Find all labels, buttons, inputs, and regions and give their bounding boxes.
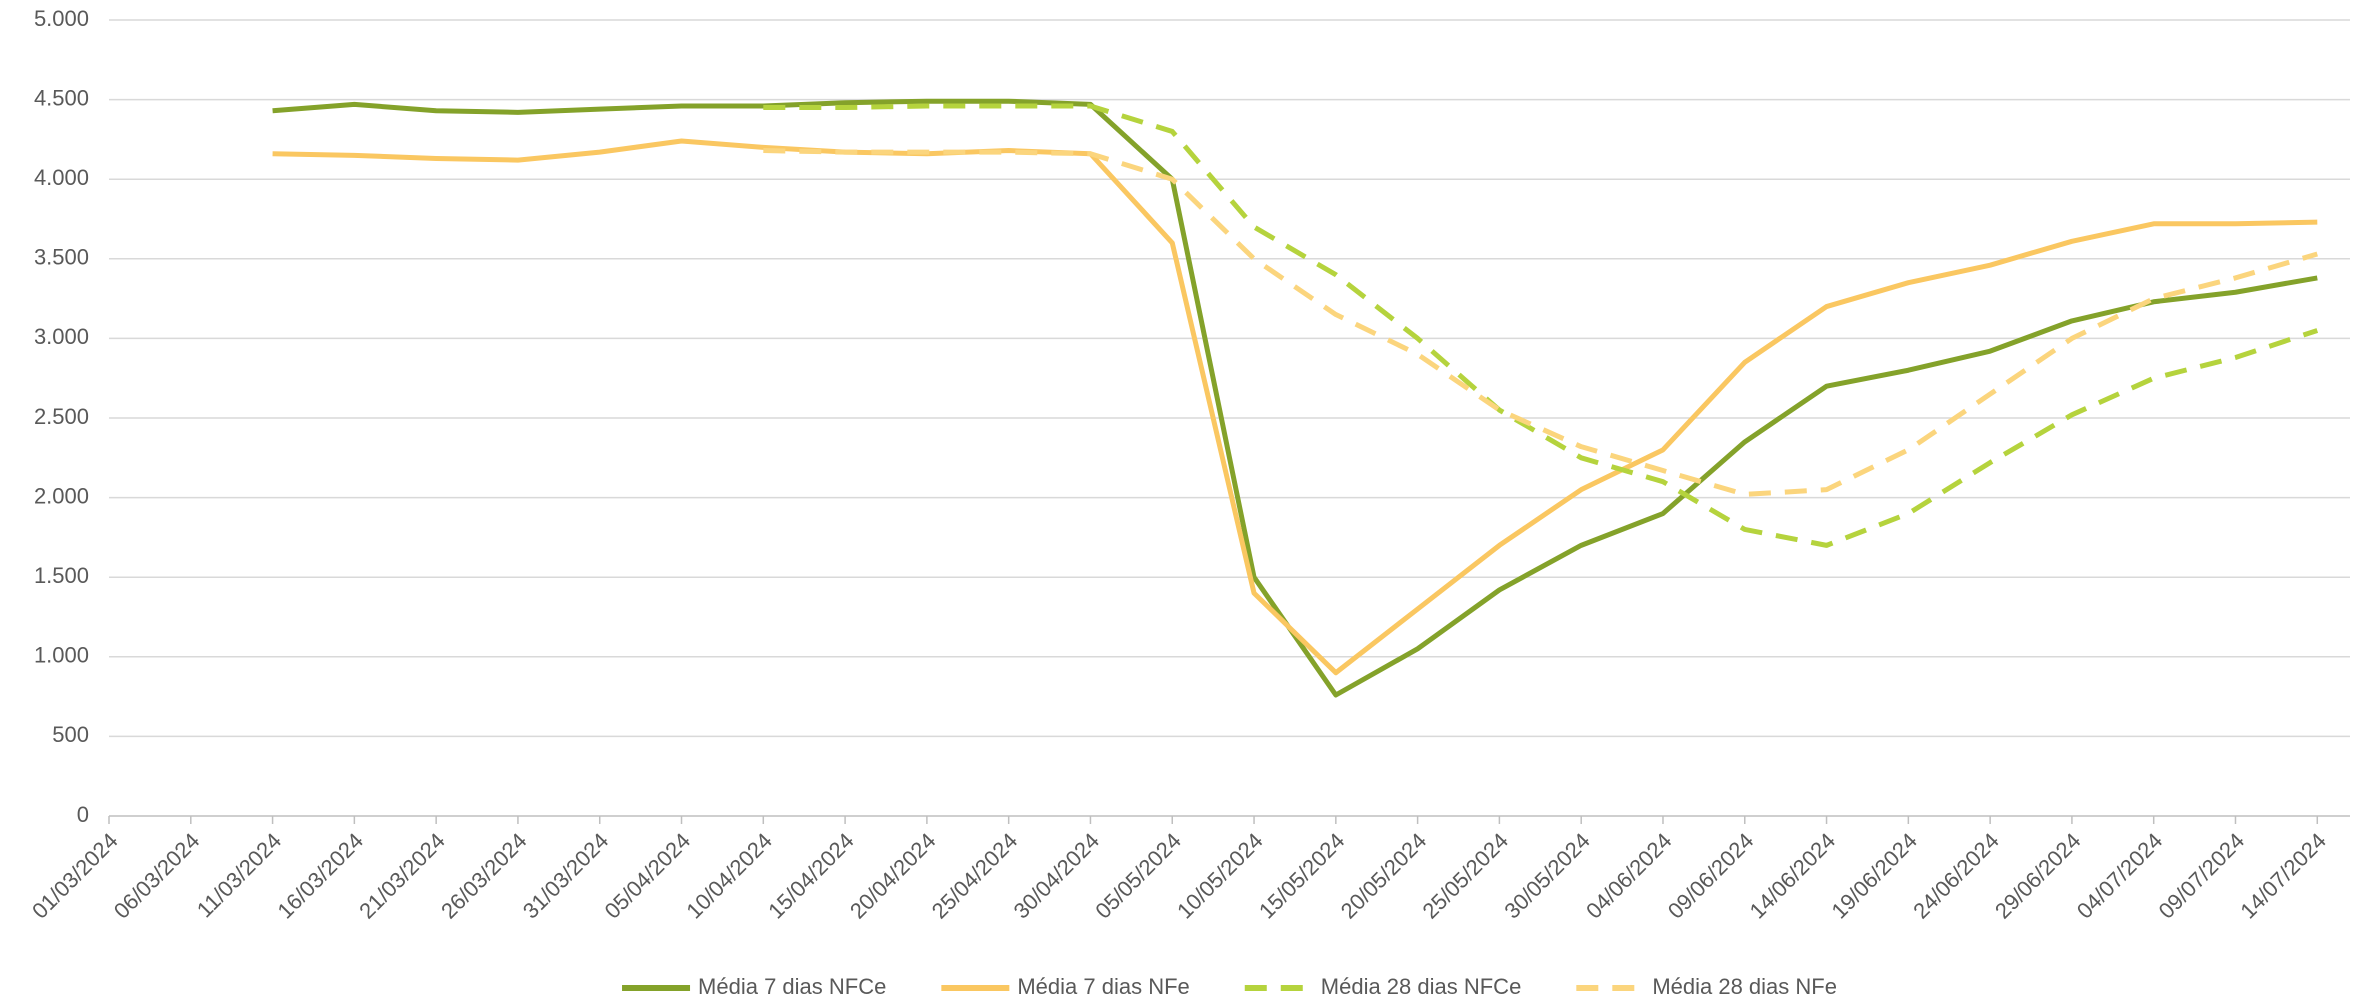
x-tick-label: 09/07/2024 bbox=[2154, 828, 2250, 924]
legend-label: Média 28 dias NFe bbox=[1652, 974, 1837, 999]
series-line bbox=[272, 138, 2318, 676]
series-line bbox=[763, 148, 2318, 497]
x-tick-label: 24/06/2024 bbox=[1908, 828, 2004, 924]
x-tick-label: 14/07/2024 bbox=[2235, 828, 2331, 924]
series-line bbox=[272, 98, 2318, 698]
x-tick-label: 25/05/2024 bbox=[1418, 828, 1514, 924]
x-tick-label: 20/04/2024 bbox=[845, 828, 941, 924]
x-tick-label: 04/06/2024 bbox=[1581, 828, 1677, 924]
y-tick-label: 4.500 bbox=[34, 85, 89, 110]
x-tick-label: 30/04/2024 bbox=[1009, 828, 1105, 924]
y-tick-label: 2.500 bbox=[34, 404, 89, 429]
legend-label: Média 7 dias NFe bbox=[1017, 974, 1189, 999]
x-tick-label: 01/03/2024 bbox=[27, 828, 123, 924]
y-tick-label: 1.500 bbox=[34, 563, 89, 588]
legend-label: Média 28 dias NFCe bbox=[1321, 974, 1522, 999]
x-tick-label: 05/05/2024 bbox=[1090, 828, 1186, 924]
y-tick-label: 500 bbox=[52, 722, 89, 747]
x-tick-label: 06/03/2024 bbox=[109, 828, 205, 924]
x-tick-label: 10/05/2024 bbox=[1172, 828, 1268, 924]
x-tick-label: 25/04/2024 bbox=[927, 828, 1023, 924]
x-tick-label: 26/03/2024 bbox=[436, 828, 532, 924]
legend: Média 7 dias NFCe Média 7 dias NFe Média 2… bbox=[622, 974, 1837, 999]
x-tick-label: 31/03/2024 bbox=[518, 828, 614, 924]
legend-label: Média 7 dias NFCe bbox=[698, 974, 886, 999]
y-tick-label: 1.000 bbox=[34, 643, 89, 668]
x-tick-label: 10/04/2024 bbox=[681, 828, 777, 924]
x-tick-label: 15/05/2024 bbox=[1254, 828, 1350, 924]
x-tick-label: 11/03/2024 bbox=[192, 828, 286, 922]
x-tick-label: 29/06/2024 bbox=[1990, 828, 2086, 924]
x-tick-label: 21/03/2024 bbox=[354, 828, 450, 924]
y-tick-label: 2.000 bbox=[34, 483, 89, 508]
x-tick-label: 09/06/2024 bbox=[1663, 828, 1759, 924]
x-tick-label: 30/05/2024 bbox=[1499, 828, 1595, 924]
x-tick-label: 19/06/2024 bbox=[1826, 828, 1922, 924]
x-tick-label: 04/07/2024 bbox=[2072, 828, 2168, 924]
y-tick-label: 4.000 bbox=[34, 165, 89, 190]
x-tick-label: 20/05/2024 bbox=[1336, 828, 1432, 924]
x-tick-label: 15/04/2024 bbox=[763, 828, 859, 924]
x-tick-label: 16/03/2024 bbox=[272, 828, 368, 924]
x-tick-label: 14/06/2024 bbox=[1745, 828, 1841, 924]
x-tick-label: 05/04/2024 bbox=[600, 828, 696, 924]
y-tick-label: 5.000 bbox=[34, 6, 89, 31]
series-line bbox=[763, 103, 2319, 548]
y-tick-label: 0 bbox=[77, 802, 89, 827]
y-tick-label: 3.500 bbox=[34, 245, 89, 270]
y-tick-label: 3.000 bbox=[34, 324, 89, 349]
